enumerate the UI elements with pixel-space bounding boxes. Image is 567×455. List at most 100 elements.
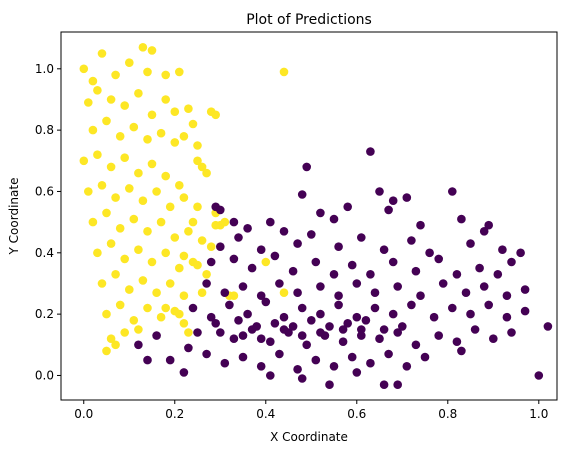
point-class_1-41 (202, 168, 211, 178)
point-class_0-57 (334, 291, 343, 301)
point-class_1-75 (97, 279, 107, 288)
x-axis-label: X Coordinate (270, 430, 348, 444)
point-class_0-130 (534, 371, 544, 380)
point-class_0-84 (502, 312, 512, 322)
point-class_0-136 (307, 316, 316, 325)
point-class_0-59 (370, 288, 380, 298)
point-class_1-24 (129, 122, 139, 132)
point-class_1-7 (143, 67, 152, 77)
point-class_0-88 (229, 334, 239, 344)
point-class_1-10 (84, 98, 93, 107)
point-class_0-87 (211, 319, 220, 328)
point-class_1-14 (134, 89, 143, 98)
point-class_1-32 (93, 150, 102, 159)
point-class_1-4 (125, 58, 134, 67)
point-class_1-46 (138, 196, 148, 205)
point-class_0-5 (448, 187, 457, 196)
point-class_0-74 (316, 309, 325, 319)
point-class_0-58 (352, 279, 362, 288)
point-class_0-31 (466, 239, 475, 248)
point-class_1-60 (184, 227, 193, 236)
point-class_1-99 (161, 303, 170, 313)
point-class_1-20 (211, 110, 220, 120)
point-class_0-124 (379, 380, 389, 390)
point-class_0-123 (325, 380, 334, 390)
point-class_1-65 (106, 239, 116, 248)
point-class_0-48 (475, 263, 484, 273)
point-class_0-77 (370, 303, 380, 313)
point-class_1-104 (220, 217, 230, 227)
point-class_1-2 (88, 76, 98, 86)
point-class_1-34 (120, 153, 129, 162)
point-class_0-125 (393, 380, 403, 390)
point-class_1-11 (93, 86, 102, 95)
point-class_0-8 (297, 190, 307, 199)
point-class_0-64 (479, 282, 489, 291)
point-class_1-79 (152, 288, 161, 298)
point-class_0-94 (338, 337, 348, 347)
point-class_0-85 (520, 306, 530, 316)
point-class_0-53 (256, 291, 266, 301)
point-class_0-100 (452, 337, 462, 347)
point-class_1-86 (115, 300, 125, 310)
x-tick-label-5: 1.0 (529, 407, 548, 421)
point-class_0-119 (457, 346, 466, 356)
point-class_1-28 (179, 132, 189, 141)
point-class_0-6 (402, 193, 412, 202)
point-class_0-109 (256, 362, 266, 371)
point-class_0-143 (279, 325, 289, 334)
point-class_0-18 (479, 227, 489, 236)
point-class_1-53 (88, 217, 98, 227)
point-class_0-69 (225, 300, 234, 310)
point-class_0-35 (206, 257, 216, 267)
point-class_1-58 (156, 217, 166, 227)
point-class_0-116 (384, 349, 393, 359)
y-tick-label-5: 1.0 (35, 62, 54, 76)
point-class_1-42 (84, 187, 93, 196)
point-class_0-142 (256, 334, 266, 344)
point-class_0-15 (384, 205, 393, 215)
point-class_0-72 (279, 312, 289, 322)
y-tick-label-1: 0.2 (35, 307, 54, 321)
point-class_0-102 (489, 334, 498, 344)
point-class_0-0 (366, 147, 375, 156)
point-class_1-68 (147, 257, 157, 267)
point-class_0-63 (461, 288, 471, 298)
point-class_0-80 (429, 312, 439, 322)
point-class_0-146 (338, 325, 348, 334)
point-class_1-70 (175, 263, 184, 273)
chart-title: Plot of Predictions (246, 12, 372, 28)
point-class_1-45 (125, 184, 134, 193)
point-class_0-122 (297, 374, 307, 383)
point-class_0-115 (366, 358, 375, 368)
point-class_0-47 (452, 270, 462, 279)
point-class_0-138 (343, 319, 353, 328)
point-class_1-43 (97, 181, 107, 190)
point-class_0-95 (357, 325, 366, 334)
point-class_0-22 (256, 245, 266, 254)
point-class_1-35 (134, 168, 143, 178)
point-class_1-33 (106, 162, 116, 172)
point-class_0-98 (411, 340, 421, 350)
point-class_1-92 (175, 309, 184, 319)
plot-frame (60, 31, 558, 401)
point-class_0-78 (388, 309, 398, 319)
x-tick-label-2: 0.4 (256, 407, 275, 421)
point-class_1-23 (115, 132, 125, 141)
point-class_0-90 (266, 337, 275, 347)
point-class_0-133 (252, 322, 261, 331)
point-class_1-36 (147, 159, 157, 169)
point-class_0-43 (366, 270, 375, 279)
point-class_1-9 (161, 70, 170, 80)
point-class_1-29 (193, 141, 202, 150)
point-class_0-132 (234, 316, 243, 325)
point-class_1-80 (165, 279, 175, 288)
point-class_0-37 (247, 263, 257, 273)
point-class_0-103 (507, 328, 516, 337)
point-class_1-0 (79, 64, 89, 74)
point-class_1-91 (179, 319, 189, 328)
point-class_1-44 (111, 193, 120, 202)
point-class_1-94 (106, 334, 116, 344)
point-class_1-102 (261, 257, 271, 267)
